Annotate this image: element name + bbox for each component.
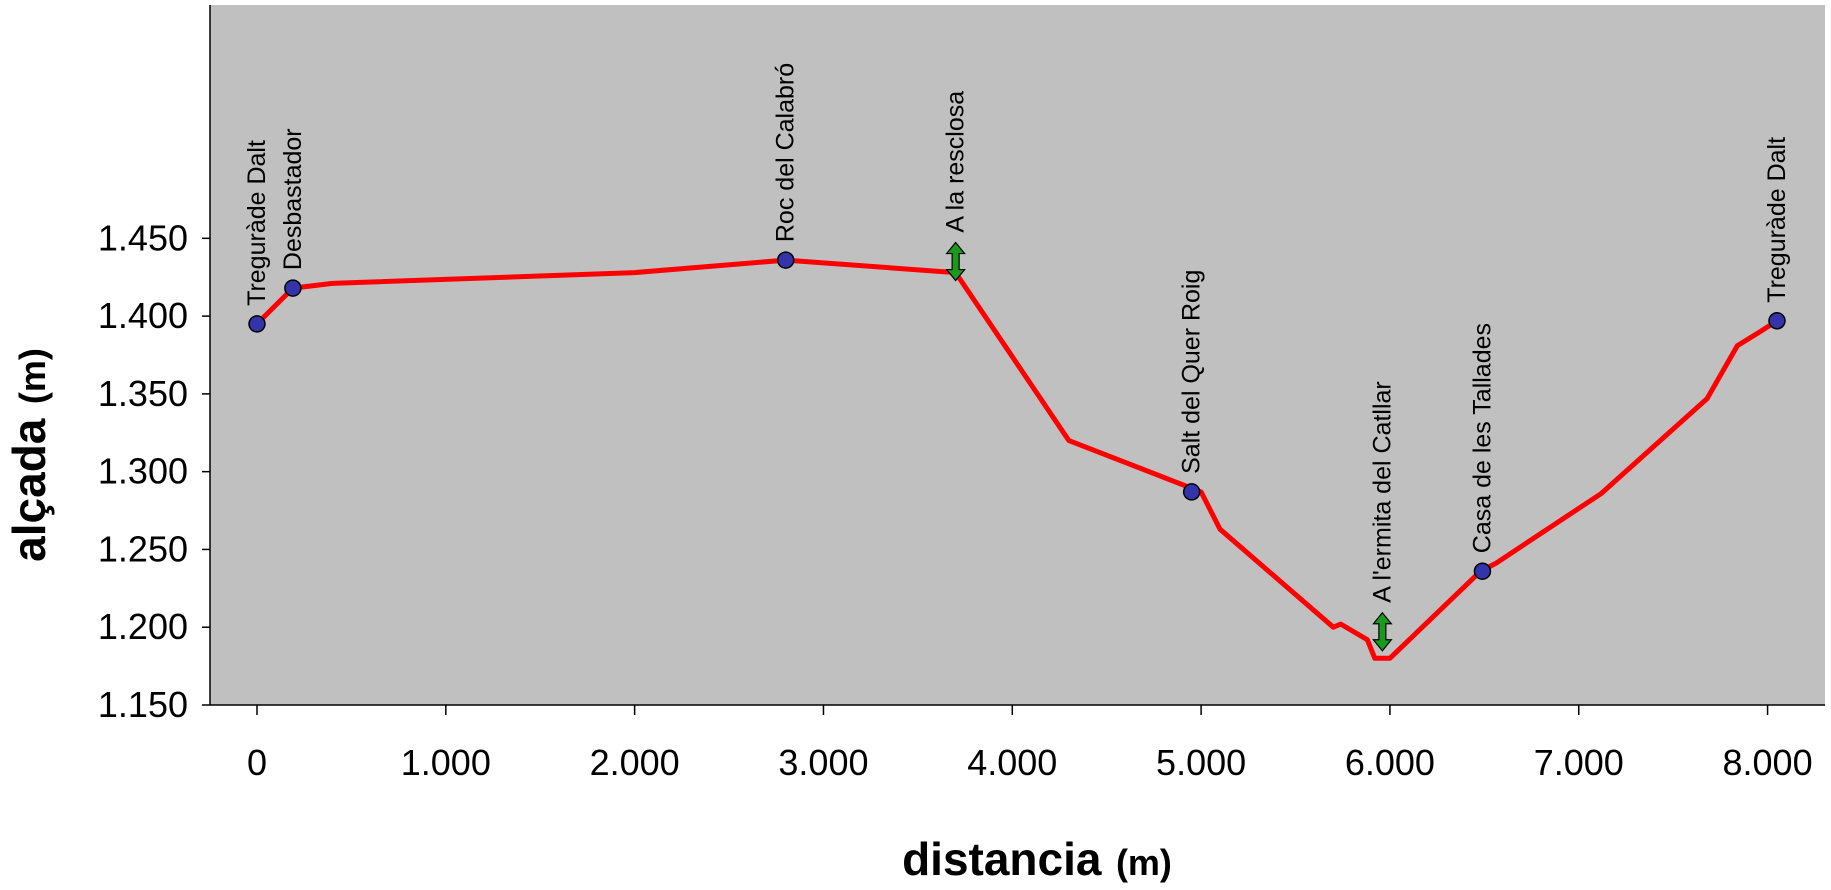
waypoint-label: Casa de les Tallades	[1468, 323, 1496, 553]
x-tick-label: 6.000	[1345, 742, 1435, 783]
x-tick-label: 1.000	[401, 742, 491, 783]
y-axis-title-unit: (m)	[12, 348, 53, 404]
waypoint-marker	[1182, 483, 1201, 501]
x-tick-label: 5.000	[1156, 742, 1246, 783]
waypoint-label: Desbastador	[279, 128, 307, 270]
y-tick-label: 1.400	[98, 295, 188, 336]
y-axis-ticks: 1.150 1.200 1.250 1.300 1.350 1.400 1.450	[98, 217, 210, 725]
waypoint-label: Treguràde Dalt	[1763, 137, 1791, 303]
waypoint-label: Salt del Quer Roig	[1178, 270, 1206, 474]
elevation-line	[255, 257, 1779, 661]
y-tick-label: 1.150	[98, 684, 188, 725]
y-tick-label: 1.300	[98, 451, 188, 492]
waypoint-marker	[776, 251, 795, 269]
waypoint-label: Treguràde Dalt	[243, 140, 271, 306]
x-tick-label: 2.000	[590, 742, 680, 783]
access-arrow-icon	[1372, 611, 1393, 652]
y-tick-label: 1.250	[98, 528, 188, 569]
waypoint-marker	[248, 315, 266, 333]
waypoint-marker	[1768, 312, 1786, 330]
x-axis-title-main: distancia	[902, 833, 1102, 885]
x-tick-label: 3.000	[778, 742, 868, 783]
x-axis-title: distancia (m)	[902, 833, 1172, 885]
y-tick-label: 1.350	[98, 373, 188, 414]
y-axis-title: alçada (m)	[3, 348, 55, 562]
waypoint-markers: Treguràde Dalt Desbastador Roc del Calabró…	[243, 63, 1791, 652]
x-axis-title-unit: (m)	[1116, 842, 1172, 883]
x-tick-label: 4.000	[967, 742, 1057, 783]
access-arrow-icon	[945, 241, 966, 282]
plot-area	[210, 5, 1825, 705]
x-tick-label: 7.000	[1534, 742, 1624, 783]
x-tick-label: 0	[247, 742, 267, 783]
y-tick-label: 1.200	[98, 606, 188, 647]
waypoint-label: A la resclosa	[942, 91, 970, 233]
waypoint-marker	[1473, 562, 1492, 580]
waypoint-label: A l'ermita del Catllar	[1368, 381, 1396, 603]
y-axis-title-main: alçada	[3, 418, 55, 562]
x-tick-label: 8.000	[1723, 742, 1813, 783]
waypoint-marker	[284, 279, 302, 297]
y-tick-label: 1.450	[98, 217, 188, 258]
waypoint-label: Roc del Calabró	[772, 63, 800, 242]
x-axis-ticks: 0 1.000 2.000 3.000 4.000 5.000 6.000 7.000 8.00…	[247, 705, 1813, 783]
